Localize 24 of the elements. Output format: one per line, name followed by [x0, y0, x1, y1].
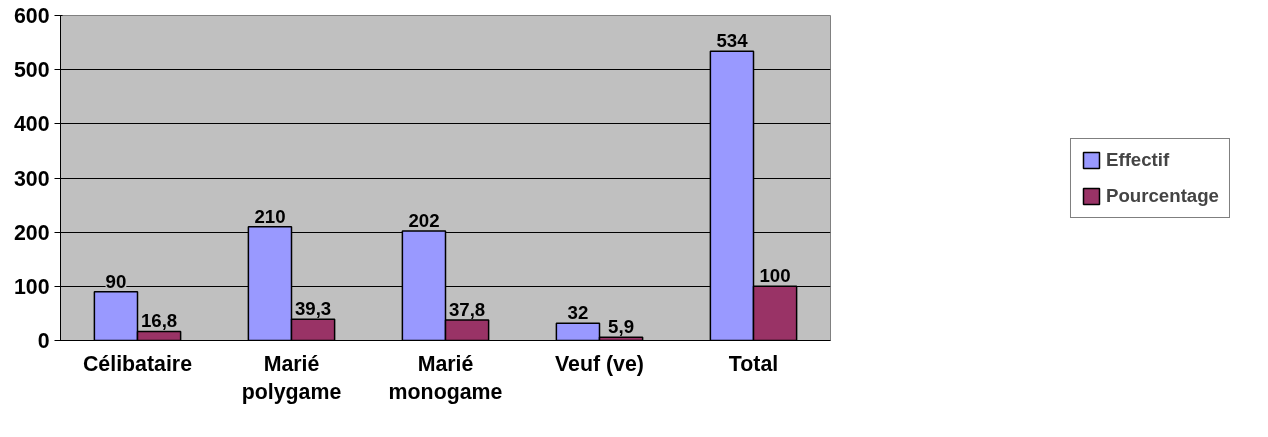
data-label: 534 — [716, 30, 749, 52]
y-tick-label: 0 — [37, 329, 50, 353]
y-tick-label: 400 — [13, 112, 50, 137]
x-tick-label: Veuf (ve) — [555, 351, 644, 376]
data-label: 37,8 — [448, 299, 486, 321]
legend-label: Pourcentage — [1105, 184, 1220, 207]
data-label: 202 — [408, 210, 440, 232]
y-tick-label: 300 — [13, 166, 50, 191]
data-label: 210 — [254, 205, 286, 227]
x-tick-label: Marié monogame — [388, 351, 503, 405]
data-label: 90 — [105, 270, 127, 292]
legend-label: Effectif — [1105, 148, 1170, 171]
x-tick-label: Célibataire — [82, 351, 193, 376]
y-tick-label: 500 — [13, 58, 50, 83]
data-label: 32 — [567, 302, 589, 324]
y-tick-label: 200 — [13, 220, 50, 245]
y-tick-label: 100 — [13, 274, 50, 299]
data-label: 16,8 — [140, 310, 178, 332]
data-label: 5,9 — [608, 316, 635, 338]
x-tick-label: Total — [728, 351, 779, 376]
data-label: 100 — [759, 265, 791, 287]
y-tick-label: 600 — [13, 4, 50, 28]
data-label: 39,3 — [294, 298, 332, 320]
x-tick-label: Marié polygame — [241, 351, 342, 405]
